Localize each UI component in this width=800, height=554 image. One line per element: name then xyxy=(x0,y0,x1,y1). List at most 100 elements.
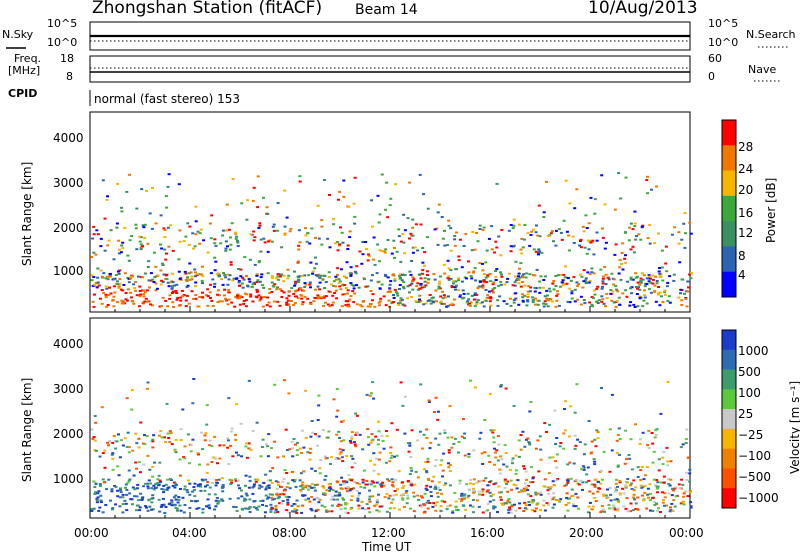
velocity-cell xyxy=(491,493,495,496)
velocity-cell xyxy=(626,510,630,513)
power-cell xyxy=(554,285,558,288)
power-cell xyxy=(568,202,572,205)
velocity-cell xyxy=(109,499,112,502)
velocity-cell xyxy=(602,450,606,453)
power-cell xyxy=(576,298,580,301)
velocity-cell xyxy=(350,455,354,458)
velocity-cell xyxy=(142,485,145,488)
velocity-cell xyxy=(244,507,248,510)
velocity-cell xyxy=(192,486,196,488)
velocity-cell xyxy=(118,489,122,491)
power-cell xyxy=(472,271,475,274)
power-cell xyxy=(209,297,212,299)
velocity-cell xyxy=(283,489,287,492)
power-cell xyxy=(663,291,667,294)
power-cell xyxy=(262,286,266,289)
velocity-cell xyxy=(520,489,524,492)
power-cell xyxy=(300,297,304,300)
velocity-cell xyxy=(127,446,131,449)
velocity-cell xyxy=(214,457,218,460)
velocity-cell xyxy=(536,492,540,495)
nsearch-label: N.Search xyxy=(746,28,796,41)
power-cell xyxy=(283,189,287,192)
power-cell xyxy=(473,248,477,251)
velocity-cell xyxy=(323,455,327,458)
power-cell xyxy=(453,238,457,241)
power-cell xyxy=(249,293,253,296)
velocity-cell xyxy=(537,470,541,473)
velocity-cell xyxy=(346,486,350,489)
velocity-cell xyxy=(281,500,285,502)
velocity-cell xyxy=(337,457,341,460)
power-cell xyxy=(104,296,108,299)
velocity-cell xyxy=(453,437,457,440)
velocity-cell xyxy=(498,468,502,471)
power-cbar-tick-8: 8 xyxy=(738,249,746,263)
velocity-cell xyxy=(159,480,163,483)
power-cell xyxy=(631,278,635,281)
power-cell xyxy=(208,291,212,294)
power-cell xyxy=(240,296,244,299)
velocity-cell xyxy=(94,491,98,494)
power-cell xyxy=(476,240,480,243)
power-cell xyxy=(556,293,560,295)
power-cell xyxy=(465,301,469,304)
velocity-cell xyxy=(571,494,575,497)
power-cell xyxy=(154,289,158,292)
velocity-cell xyxy=(369,483,373,486)
velocity-cell xyxy=(548,423,552,426)
velocity-cell xyxy=(488,500,492,503)
velocity-cell xyxy=(632,479,636,482)
power-cell xyxy=(610,299,614,302)
velocity-cell xyxy=(368,500,372,503)
power-cell xyxy=(565,282,569,285)
power-cell xyxy=(231,279,235,282)
velocity-colorbar xyxy=(721,329,737,509)
velocity-cell xyxy=(238,487,242,490)
velocity-cell xyxy=(375,481,379,484)
power-cell xyxy=(634,272,638,275)
power-cell xyxy=(667,295,671,298)
power-cell xyxy=(94,281,98,284)
velocity-cell xyxy=(367,507,371,510)
power-cell xyxy=(649,277,652,280)
power-cell xyxy=(321,278,325,281)
velocity-cell xyxy=(267,486,271,489)
power-cell xyxy=(497,284,501,287)
velocity-cell xyxy=(276,456,280,459)
velocity-cell xyxy=(555,479,559,482)
velocity-cell xyxy=(504,480,507,483)
power-cell xyxy=(252,281,256,284)
velocity-cell xyxy=(380,505,384,508)
power-cell xyxy=(120,210,124,213)
power-cell xyxy=(206,288,210,291)
velocity-cell xyxy=(295,499,299,502)
velocity-cell xyxy=(600,387,603,389)
power-cell xyxy=(314,256,317,259)
power-cell xyxy=(543,300,547,303)
velocity-cell xyxy=(601,505,604,507)
power-data xyxy=(90,172,693,308)
velocity-cell xyxy=(146,454,150,457)
power-cell xyxy=(472,270,476,273)
power-cell xyxy=(447,295,450,298)
power-cell xyxy=(214,244,218,247)
power-cell xyxy=(318,281,322,284)
velocity-cell xyxy=(460,492,464,495)
power-cell xyxy=(542,211,546,214)
velocity-cell xyxy=(354,433,358,436)
power-cell xyxy=(378,249,382,252)
power-cell xyxy=(349,282,353,285)
velocity-cell xyxy=(527,501,531,503)
power-cell xyxy=(534,231,538,234)
power-cell xyxy=(604,273,608,276)
velocity-cell xyxy=(93,439,97,442)
power-cell xyxy=(523,294,527,297)
power-cell xyxy=(530,230,534,233)
velocity-cell xyxy=(317,435,321,438)
power-cell xyxy=(150,227,154,230)
velocity-cell xyxy=(525,485,529,488)
power-cell xyxy=(648,224,652,226)
velocity-cell xyxy=(616,434,620,436)
velocity-cell xyxy=(151,438,155,441)
